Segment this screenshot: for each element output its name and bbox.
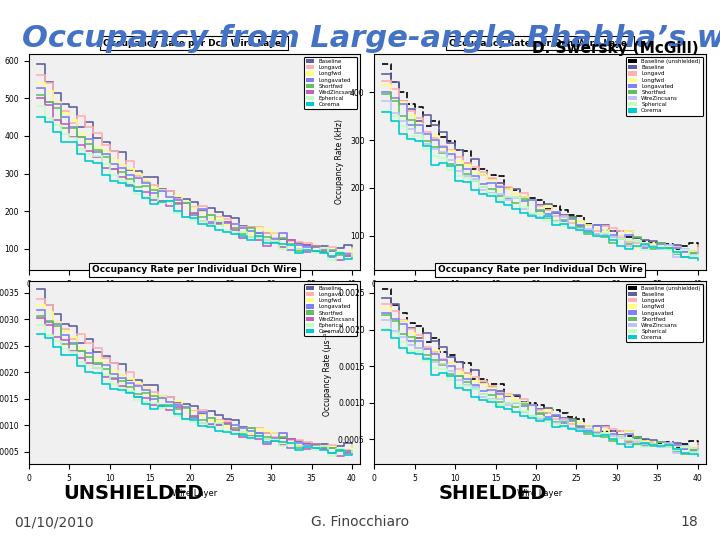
- X-axis label: Wire Layer: Wire Layer: [518, 489, 562, 498]
- Title: Occupancy Rate per Individual Dch Wire: Occupancy Rate per Individual Dch Wire: [92, 266, 297, 274]
- Text: SHIELDED: SHIELDED: [439, 484, 547, 503]
- Text: D. Swersky (McGill): D. Swersky (McGill): [532, 40, 698, 56]
- Title: Occupancy Rate per Individual Dch Wire: Occupancy Rate per Individual Dch Wire: [438, 266, 642, 274]
- Text: UNSHIELDED: UNSHIELDED: [63, 484, 204, 503]
- Y-axis label: Occupancy Rate (kHz): Occupancy Rate (kHz): [336, 119, 344, 205]
- Text: G. Finocchiaro: G. Finocchiaro: [311, 515, 409, 529]
- Text: Occupancy from Large-angle Bhabha’s with FastSim: Occupancy from Large-angle Bhabha’s with…: [22, 24, 720, 53]
- Legend: Baseline (unshielded), Baseline, Longavd, Longfwd, Longavated, Shortfwd, WireZin: Baseline (unshielded), Baseline, Longavd…: [626, 57, 703, 116]
- Legend: Baseline, Longavd, Longfwd, Longavated, Shortfwd, WedZincsans, Epherical, Corema: Baseline, Longavd, Longfwd, Longavated, …: [304, 284, 357, 336]
- Y-axis label: Occupancy Rate (μs⁻¹): Occupancy Rate (μs⁻¹): [323, 329, 333, 416]
- X-axis label: Wire Layer: Wire Layer: [172, 489, 217, 498]
- Legend: Baseline (unshielded), Baseline, Longavd, Longfwd, Longavated, Shortfwd, WireZin: Baseline (unshielded), Baseline, Longavd…: [626, 284, 703, 342]
- Title: Occupancy Rate per Dch Wire Layer: Occupancy Rate per Dch Wire Layer: [449, 39, 631, 48]
- Text: 18: 18: [680, 515, 698, 529]
- Legend: Baseline, Longavd, Longfwd, Longavated, Shortfwd, WedZincsans, Epherical, Corema: Baseline, Longavd, Longfwd, Longavated, …: [304, 57, 357, 110]
- Title: Occupancy Rate per Dch Wire Layer: Occupancy Rate per Dch Wire Layer: [103, 39, 286, 48]
- Text: 01/10/2010: 01/10/2010: [14, 515, 94, 529]
